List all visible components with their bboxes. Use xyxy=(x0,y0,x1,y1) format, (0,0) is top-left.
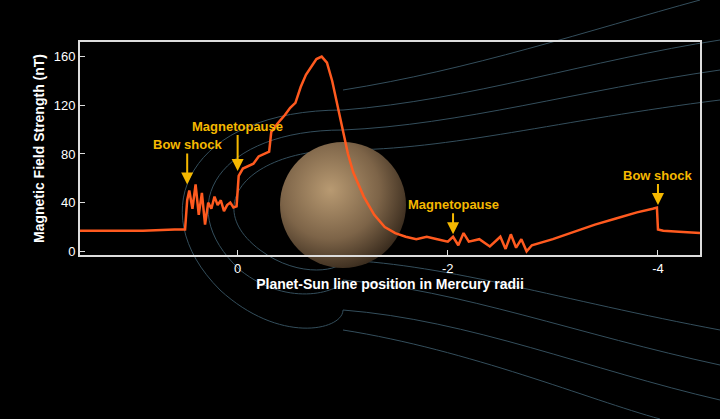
svg-text:Bow shock: Bow shock xyxy=(153,137,222,152)
svg-text:Planet-Sun line position in Me: Planet-Sun line position in Mercury radi… xyxy=(256,276,524,292)
svg-text:Magnetopause: Magnetopause xyxy=(408,197,499,212)
svg-text:Bow shock: Bow shock xyxy=(623,168,692,183)
svg-text:160: 160 xyxy=(54,49,76,64)
svg-text:80: 80 xyxy=(61,147,75,162)
svg-text:Magnetic Field Strength (nT): Magnetic Field Strength (nT) xyxy=(31,54,47,243)
svg-text:120: 120 xyxy=(54,98,76,113)
svg-text:40: 40 xyxy=(61,195,75,210)
svg-text:Magnetopause: Magnetopause xyxy=(192,119,283,134)
svg-text:-2: -2 xyxy=(442,261,454,276)
svg-text:0: 0 xyxy=(234,261,241,276)
svg-text:-4: -4 xyxy=(652,261,664,276)
svg-text:0: 0 xyxy=(68,244,75,259)
